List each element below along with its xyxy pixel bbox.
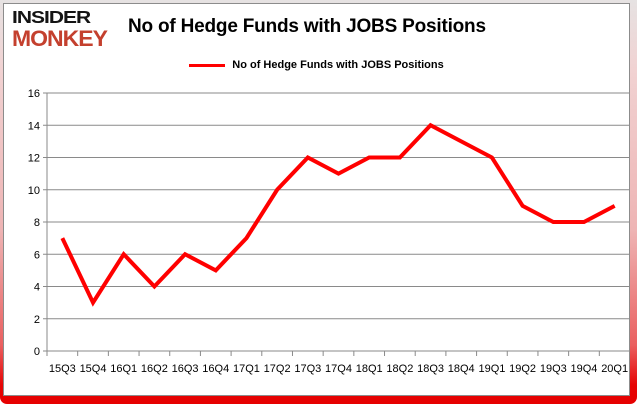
series-line-hedge-funds bbox=[60, 122, 616, 307]
x-tick-label: 17Q4 bbox=[325, 363, 352, 375]
logo-text-monkey: MONKEY bbox=[12, 26, 108, 51]
x-tick-label: 19Q1 bbox=[478, 363, 505, 375]
x-tick-label: 17Q1 bbox=[233, 363, 260, 375]
y-tick-label: 2 bbox=[34, 314, 40, 326]
x-tick-label: 16Q1 bbox=[110, 363, 137, 375]
y-tick-label: 4 bbox=[34, 282, 40, 294]
legend-label: No of Hedge Funds with JOBS Positions bbox=[232, 59, 444, 71]
x-tick-label: 15Q4 bbox=[80, 363, 107, 375]
y-tick-label: 0 bbox=[34, 346, 40, 358]
y-tick-label: 8 bbox=[34, 217, 40, 229]
y-tick-label: 14 bbox=[28, 120, 40, 132]
logo-text-insider: INSIDER bbox=[12, 8, 91, 28]
chart-card: INSIDER MONKEY No of Hedge Funds with JO… bbox=[3, 3, 630, 396]
x-tick-label: 19Q2 bbox=[509, 363, 536, 375]
x-tick-label: 16Q4 bbox=[202, 363, 229, 375]
insider-monkey-logo: INSIDER MONKEY bbox=[12, 8, 108, 51]
y-tick-label: 6 bbox=[34, 249, 40, 261]
y-tick-label: 10 bbox=[28, 185, 40, 197]
legend: No of Hedge Funds with JOBS Positions bbox=[4, 59, 629, 71]
x-tick-label: 18Q3 bbox=[417, 363, 444, 375]
x-tick-label: 16Q2 bbox=[141, 363, 168, 375]
chart-title: No of Hedge Funds with JOBS Positions bbox=[128, 16, 486, 37]
chart-plot: 0 2 4 6 8 10 12 14 16 15Q3 15Q4 16Q1 16Q2 16Q3 16Q4 17Q… bbox=[28, 88, 629, 375]
x-tick-label: 20Q1 bbox=[601, 363, 628, 375]
legend-line-swatch bbox=[189, 63, 226, 67]
y-tick-label: 12 bbox=[28, 153, 40, 165]
x-tick-label: 15Q3 bbox=[49, 363, 76, 375]
x-tick-label: 19Q3 bbox=[540, 363, 567, 375]
x-tick-label: 18Q4 bbox=[448, 363, 475, 375]
x-tick-label: 19Q4 bbox=[571, 363, 598, 375]
x-tick-label: 18Q1 bbox=[356, 363, 383, 375]
x-tick-label: 16Q3 bbox=[172, 363, 199, 375]
x-tick-label: 17Q3 bbox=[294, 363, 321, 375]
y-tick-label: 16 bbox=[28, 88, 40, 100]
x-tick-label: 17Q2 bbox=[264, 363, 291, 375]
x-tick-label: 18Q2 bbox=[386, 363, 413, 375]
